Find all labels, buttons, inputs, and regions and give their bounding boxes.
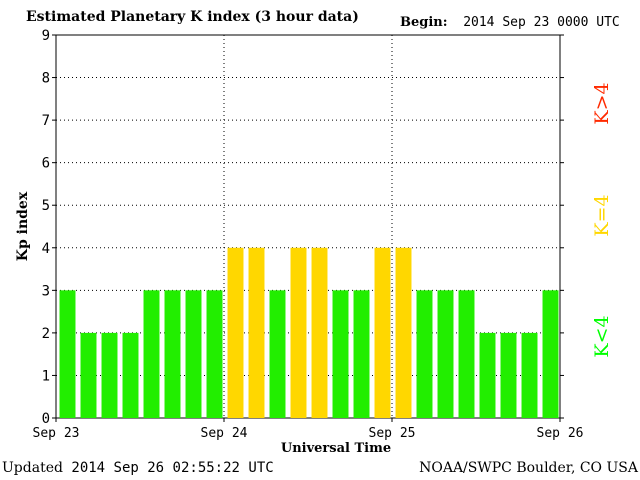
kp-bar [458,290,475,418]
kp-bar [248,247,265,418]
kp-bar [290,247,307,418]
y-tick-label: 1 [42,368,50,384]
kp-bar [479,332,496,418]
kp-bar [164,290,181,418]
y-tick-label: 5 [42,198,50,214]
kp-bar [311,247,328,418]
updated-label: Updated [2,460,63,476]
y-axis-label: Kp index [15,191,31,261]
x-axis-label: Universal Time [281,441,391,456]
kp-bar [227,247,244,418]
updated-value: 2014 Sep 26 02:55:22 UTC [71,460,274,476]
chart-title: Estimated Planetary K index (3 hour data… [26,9,359,25]
legend-k-above-4: K>4 [591,82,613,124]
kp-bar [101,332,118,418]
y-tick-label: 2 [42,326,50,342]
kp-bar [185,290,202,418]
legend-k-equal-4: K=4 [591,194,613,236]
begin-value: 2014 Sep 23 0000 UTC [463,15,620,30]
kp-bar [416,290,433,418]
plot-frame [55,34,561,419]
kp-bar [521,332,538,418]
x-tick-label: Sep 23 [33,426,80,441]
kp-bar [395,247,412,418]
x-tick-label: Sep 26 [537,426,584,441]
kp-bar [332,290,349,418]
kp-bar [437,290,454,418]
kp-bar [206,290,223,418]
kp-bar [269,290,286,418]
y-tick-label: 7 [42,113,50,129]
x-tick-label: Sep 25 [369,426,416,441]
begin-time: Begin: 2014 Sep 23 0000 UTC [400,15,620,30]
kp-bar [80,332,97,418]
updated-timestamp: Updated 2014 Sep 26 02:55:22 UTC [2,460,274,476]
credit-text: NOAA/SWPC Boulder, CO USA [419,460,638,476]
begin-label: Begin: [400,15,448,30]
y-tick-label: 4 [42,241,50,257]
kp-bar [353,290,370,418]
y-tick-label: 0 [42,411,50,427]
y-tick-label: 3 [42,283,50,299]
y-tick-label: 6 [42,156,50,172]
kp-bar [59,290,76,418]
y-tick-label: 8 [42,71,50,87]
kp-bar [542,290,559,418]
legend-k-below-4: K<4 [591,315,613,357]
x-tick-label: Sep 24 [201,426,248,441]
kp-bar [143,290,160,418]
kp-bar [500,332,517,418]
y-tick-label: 9 [42,28,50,44]
kp-bar [374,247,391,418]
kp-bar [122,332,139,418]
